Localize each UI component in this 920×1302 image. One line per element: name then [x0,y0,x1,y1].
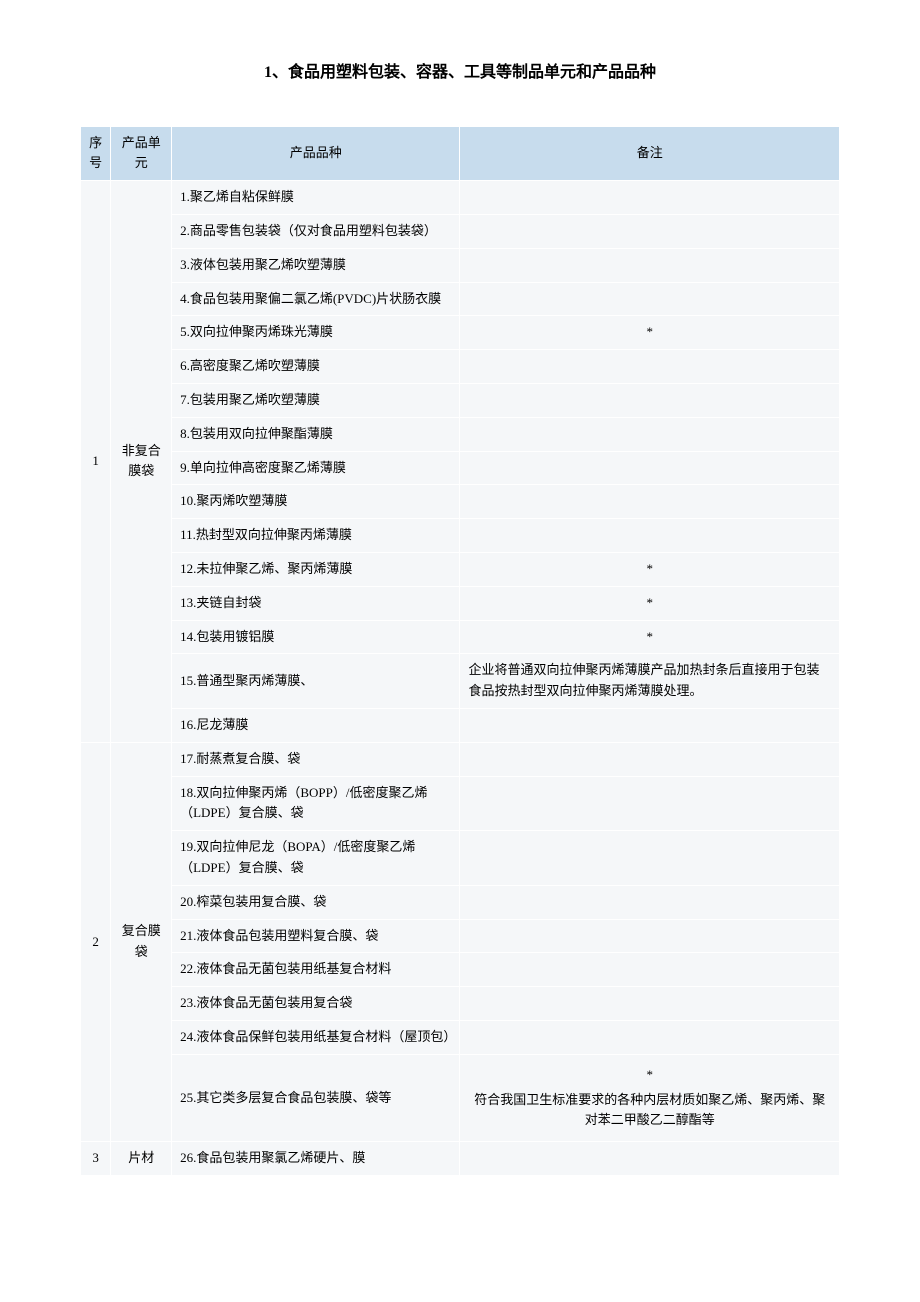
note-cell [460,919,840,953]
note-cell: * [460,620,840,654]
note-cell [460,451,840,485]
product-cell: 10.聚丙烯吹塑薄膜 [172,485,460,519]
note-cell [460,885,840,919]
product-cell: 26.食品包装用聚氯乙烯硬片、膜 [172,1142,460,1176]
table-row: 18.双向拉伸聚丙烯（BOPP）/低密度聚乙烯（LDPE）复合膜、袋 [81,776,840,831]
table-row: 9.单向拉伸高密度聚乙烯薄膜 [81,451,840,485]
unit-cell: 复合膜袋 [111,742,172,1141]
table-row: 20.榨菜包装用复合膜、袋 [81,885,840,919]
note-cell [460,350,840,384]
product-cell: 8.包装用双向拉伸聚酯薄膜 [172,417,460,451]
product-cell: 7.包装用聚乙烯吹塑薄膜 [172,383,460,417]
table-row: 6.高密度聚乙烯吹塑薄膜 [81,350,840,384]
product-cell: 20.榨菜包装用复合膜、袋 [172,885,460,919]
table-row: 11.热封型双向拉伸聚丙烯薄膜 [81,519,840,553]
table-row: 1非复合膜袋1.聚乙烯自粘保鲜膜 [81,181,840,215]
table-row: 2复合膜袋17.耐蒸煮复合膜、袋 [81,742,840,776]
table-row: 7.包装用聚乙烯吹塑薄膜 [81,383,840,417]
table-row: 25.其它类多层复合食品包装膜、袋等*符合我国卫生标准要求的各种内层材质如聚乙烯… [81,1054,840,1141]
product-cell: 17.耐蒸煮复合膜、袋 [172,742,460,776]
note-cell [460,776,840,831]
table-row: 16.尼龙薄膜 [81,708,840,742]
product-table: 序号 产品单元 产品品种 备注 1非复合膜袋1.聚乙烯自粘保鲜膜2.商品零售包装… [80,126,840,1176]
table-row: 13.夹链自封袋* [81,586,840,620]
note-cell [460,1142,840,1176]
product-cell: 12.未拉伸聚乙烯、聚丙烯薄膜 [172,552,460,586]
table-row: 22.液体食品无菌包装用纸基复合材料 [81,953,840,987]
note-cell [460,282,840,316]
unit-cell: 非复合膜袋 [111,181,172,743]
seq-cell: 3 [81,1142,111,1176]
note-cell [460,1020,840,1054]
product-cell: 15.普通型聚丙烯薄膜、 [172,654,460,709]
table-row: 5.双向拉伸聚丙烯珠光薄膜* [81,316,840,350]
note-cell [460,417,840,451]
table-row: 24.液体食品保鲜包装用纸基复合材料（屋顶包） [81,1020,840,1054]
note-cell [460,383,840,417]
header-seq: 序号 [81,126,111,181]
note-cell: * [460,552,840,586]
product-cell: 25.其它类多层复合食品包装膜、袋等 [172,1054,460,1141]
header-product: 产品品种 [172,126,460,181]
product-cell: 16.尼龙薄膜 [172,708,460,742]
product-cell: 6.高密度聚乙烯吹塑薄膜 [172,350,460,384]
note-cell: * [460,586,840,620]
table-row: 4.食品包装用聚偏二氯乙烯(PVDC)片状肠衣膜 [81,282,840,316]
note-cell [460,953,840,987]
table-row: 23.液体食品无菌包装用复合袋 [81,987,840,1021]
note-cell [460,485,840,519]
product-cell: 22.液体食品无菌包装用纸基复合材料 [172,953,460,987]
product-cell: 21.液体食品包装用塑料复合膜、袋 [172,919,460,953]
table-row: 15.普通型聚丙烯薄膜、企业将普通双向拉伸聚丙烯薄膜产品加热封条后直接用于包装食… [81,654,840,709]
table-row: 21.液体食品包装用塑料复合膜、袋 [81,919,840,953]
table-header-row: 序号 产品单元 产品品种 备注 [81,126,840,181]
table-row: 14.包装用镀铝膜* [81,620,840,654]
note-cell [460,248,840,282]
product-cell: 5.双向拉伸聚丙烯珠光薄膜 [172,316,460,350]
note-cell [460,987,840,1021]
note-cell [460,214,840,248]
seq-cell: 2 [81,742,111,1141]
product-cell: 19.双向拉伸尼龙（BOPA）/低密度聚乙烯（LDPE）复合膜、袋 [172,831,460,886]
product-cell: 23.液体食品无菌包装用复合袋 [172,987,460,1021]
note-cell [460,181,840,215]
page-title: 1、食品用塑料包装、容器、工具等制品单元和产品品种 [80,60,840,86]
table-row: 12.未拉伸聚乙烯、聚丙烯薄膜* [81,552,840,586]
product-cell: 18.双向拉伸聚丙烯（BOPP）/低密度聚乙烯（LDPE）复合膜、袋 [172,776,460,831]
note-cell: *符合我国卫生标准要求的各种内层材质如聚乙烯、聚丙烯、聚对苯二甲酸乙二醇酯等 [460,1054,840,1141]
table-row: 3片材26.食品包装用聚氯乙烯硬片、膜 [81,1142,840,1176]
unit-cell: 片材 [111,1142,172,1176]
product-cell: 24.液体食品保鲜包装用纸基复合材料（屋顶包） [172,1020,460,1054]
table-row: 3.液体包装用聚乙烯吹塑薄膜 [81,248,840,282]
product-cell: 13.夹链自封袋 [172,586,460,620]
table-row: 2.商品零售包装袋（仅对食品用塑料包装袋） [81,214,840,248]
product-cell: 9.单向拉伸高密度聚乙烯薄膜 [172,451,460,485]
table-row: 10.聚丙烯吹塑薄膜 [81,485,840,519]
note-cell [460,742,840,776]
product-cell: 3.液体包装用聚乙烯吹塑薄膜 [172,248,460,282]
note-cell [460,519,840,553]
product-cell: 1.聚乙烯自粘保鲜膜 [172,181,460,215]
header-unit: 产品单元 [111,126,172,181]
note-cell: * [460,316,840,350]
note-cell [460,708,840,742]
table-row: 8.包装用双向拉伸聚酯薄膜 [81,417,840,451]
note-cell [460,831,840,886]
product-cell: 14.包装用镀铝膜 [172,620,460,654]
table-row: 19.双向拉伸尼龙（BOPA）/低密度聚乙烯（LDPE）复合膜、袋 [81,831,840,886]
note-cell: 企业将普通双向拉伸聚丙烯薄膜产品加热封条后直接用于包装食品按热封型双向拉伸聚丙烯… [460,654,840,709]
product-cell: 11.热封型双向拉伸聚丙烯薄膜 [172,519,460,553]
product-cell: 4.食品包装用聚偏二氯乙烯(PVDC)片状肠衣膜 [172,282,460,316]
seq-cell: 1 [81,181,111,743]
product-cell: 2.商品零售包装袋（仅对食品用塑料包装袋） [172,214,460,248]
header-note: 备注 [460,126,840,181]
